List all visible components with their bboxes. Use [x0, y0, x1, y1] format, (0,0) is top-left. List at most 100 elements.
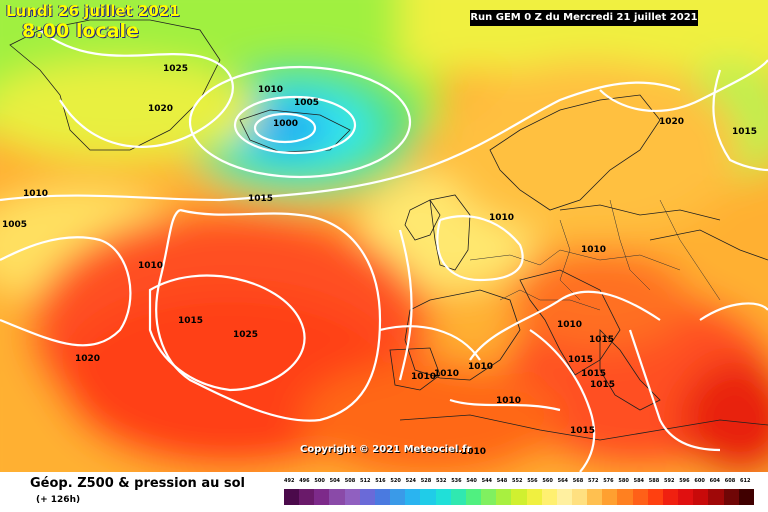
scale-labels: 492 496 500 504 508 512 516 520 524 528 532 536 540 5… — [284, 478, 754, 488]
scale-label: 540 — [466, 478, 477, 484]
scale-label: 576 — [603, 478, 614, 484]
scale-swatch — [390, 489, 406, 505]
scale-swatch — [405, 489, 421, 505]
isobars — [0, 29, 768, 472]
scale-label: 572 — [588, 478, 599, 484]
scale-label: 512 — [360, 478, 371, 484]
scale-label: 592 — [664, 478, 675, 484]
scale-swatch — [511, 489, 527, 505]
scale-swatch — [602, 489, 618, 505]
isobar-label: 1010 — [411, 372, 436, 382]
color-scale — [284, 489, 754, 505]
scale-swatch — [526, 489, 542, 505]
isobar-label: 1010 — [23, 189, 48, 199]
isobar-label: 1010 — [461, 447, 486, 457]
isobar-label: 1015 — [589, 335, 614, 345]
scale-label: 580 — [618, 478, 629, 484]
isobar-label: 1000 — [273, 119, 298, 129]
copyright-notice: Copyright © 2021 Meteociel.fr — [300, 444, 472, 455]
scale-label: 604 — [709, 478, 721, 484]
isobar-label: 1005 — [294, 98, 319, 108]
isobar-label: 1010 — [468, 362, 493, 372]
scale-swatch — [617, 489, 633, 505]
country-borders — [469, 199, 721, 311]
scale-swatch — [738, 489, 754, 505]
isobar-label: 1015 — [178, 316, 203, 326]
scale-swatch — [541, 489, 557, 505]
scale-swatch — [647, 489, 663, 505]
scale-swatch — [374, 489, 391, 505]
isobar-label: 1010 — [581, 245, 606, 255]
scale-swatch — [284, 489, 300, 505]
scale-swatch — [435, 489, 451, 505]
legend-subtitle: (+ 126h) — [36, 495, 81, 505]
scale-swatch — [450, 489, 466, 505]
scale-label: 508 — [344, 478, 356, 484]
scale-swatch — [723, 489, 739, 505]
weather-map: 1025 1020 1010 1005 1000 1015 1010 1005 … — [0, 0, 768, 472]
isobar-label: 1015 — [732, 127, 757, 137]
forecast-date: Lundi 26 juillet 2021 — [6, 2, 180, 20]
scale-swatch — [632, 489, 648, 505]
isobar-label: 1015 — [590, 380, 615, 390]
scale-swatch — [344, 489, 360, 505]
scale-swatch — [662, 489, 679, 505]
isobar-label: 1025 — [163, 64, 188, 74]
isobar-label: 1010 — [496, 396, 521, 406]
isobar-label: 1020 — [148, 104, 173, 114]
scale-swatch — [465, 489, 482, 505]
legend-title: Géop. Z500 & pression au sol — [30, 476, 245, 491]
scale-label: 504 — [329, 478, 341, 484]
isobar-label: 1015 — [568, 355, 593, 365]
isobar-label: 1010 — [138, 261, 163, 271]
scale-swatch — [496, 489, 512, 505]
scale-swatch — [678, 489, 694, 505]
isobar-label: 1010 — [434, 369, 459, 379]
legend-panel: Géop. Z500 & pression au sol (+ 126h) 49… — [0, 472, 768, 512]
scale-label: 552 — [512, 478, 523, 484]
forecast-time: 8:00 locale — [22, 20, 139, 42]
scale-label: 548 — [496, 478, 508, 484]
scale-label: 528 — [420, 478, 432, 484]
scale-swatch — [556, 489, 572, 505]
isobar-labels: 1025 1020 1010 1005 1000 1015 1010 1005 … — [2, 64, 757, 457]
scale-label: 536 — [451, 478, 462, 484]
scale-label: 596 — [679, 478, 690, 484]
scale-label: 588 — [648, 478, 660, 484]
isobar-label: 1020 — [659, 117, 684, 127]
scale-label: 520 — [390, 478, 401, 484]
isobar-label: 1015 — [248, 194, 273, 204]
map-canvas: 1025 1020 1010 1005 1000 1015 1010 1005 … — [0, 0, 768, 472]
scale-label: 608 — [724, 478, 736, 484]
scale-label: 612 — [740, 478, 751, 484]
scale-label: 524 — [405, 478, 417, 484]
scale-label: 564 — [557, 478, 569, 484]
scale-swatch — [587, 489, 603, 505]
isobar-label: 1010 — [557, 320, 582, 330]
scale-label: 584 — [633, 478, 645, 484]
scale-label: 500 — [314, 478, 325, 484]
scale-label: 560 — [542, 478, 553, 484]
isobar-label: 1010 — [489, 213, 514, 223]
scale-swatch — [420, 489, 436, 505]
scale-swatch — [708, 489, 724, 505]
scale-swatch — [329, 489, 345, 505]
isobar-label: 1005 — [2, 220, 27, 230]
isobar-label: 1010 — [258, 85, 283, 95]
scale-swatch — [481, 489, 497, 505]
scale-label: 556 — [527, 478, 538, 484]
isobar-label: 1025 — [233, 330, 258, 340]
scale-swatch — [299, 489, 315, 505]
scale-swatch — [693, 489, 709, 505]
scale-swatch — [314, 489, 330, 505]
isobar-label: 1015 — [570, 426, 595, 436]
scale-label: 496 — [299, 478, 310, 484]
scale-label: 600 — [694, 478, 705, 484]
scale-label: 568 — [572, 478, 584, 484]
isobar-label: 1015 — [581, 369, 606, 379]
scale-swatch — [359, 489, 375, 505]
scale-label: 492 — [284, 478, 295, 484]
run-info: Run GEM 0 Z du Mercredi 21 juillet 2021 — [470, 10, 698, 26]
scale-label: 532 — [436, 478, 447, 484]
geopotential-field — [0, 0, 768, 472]
